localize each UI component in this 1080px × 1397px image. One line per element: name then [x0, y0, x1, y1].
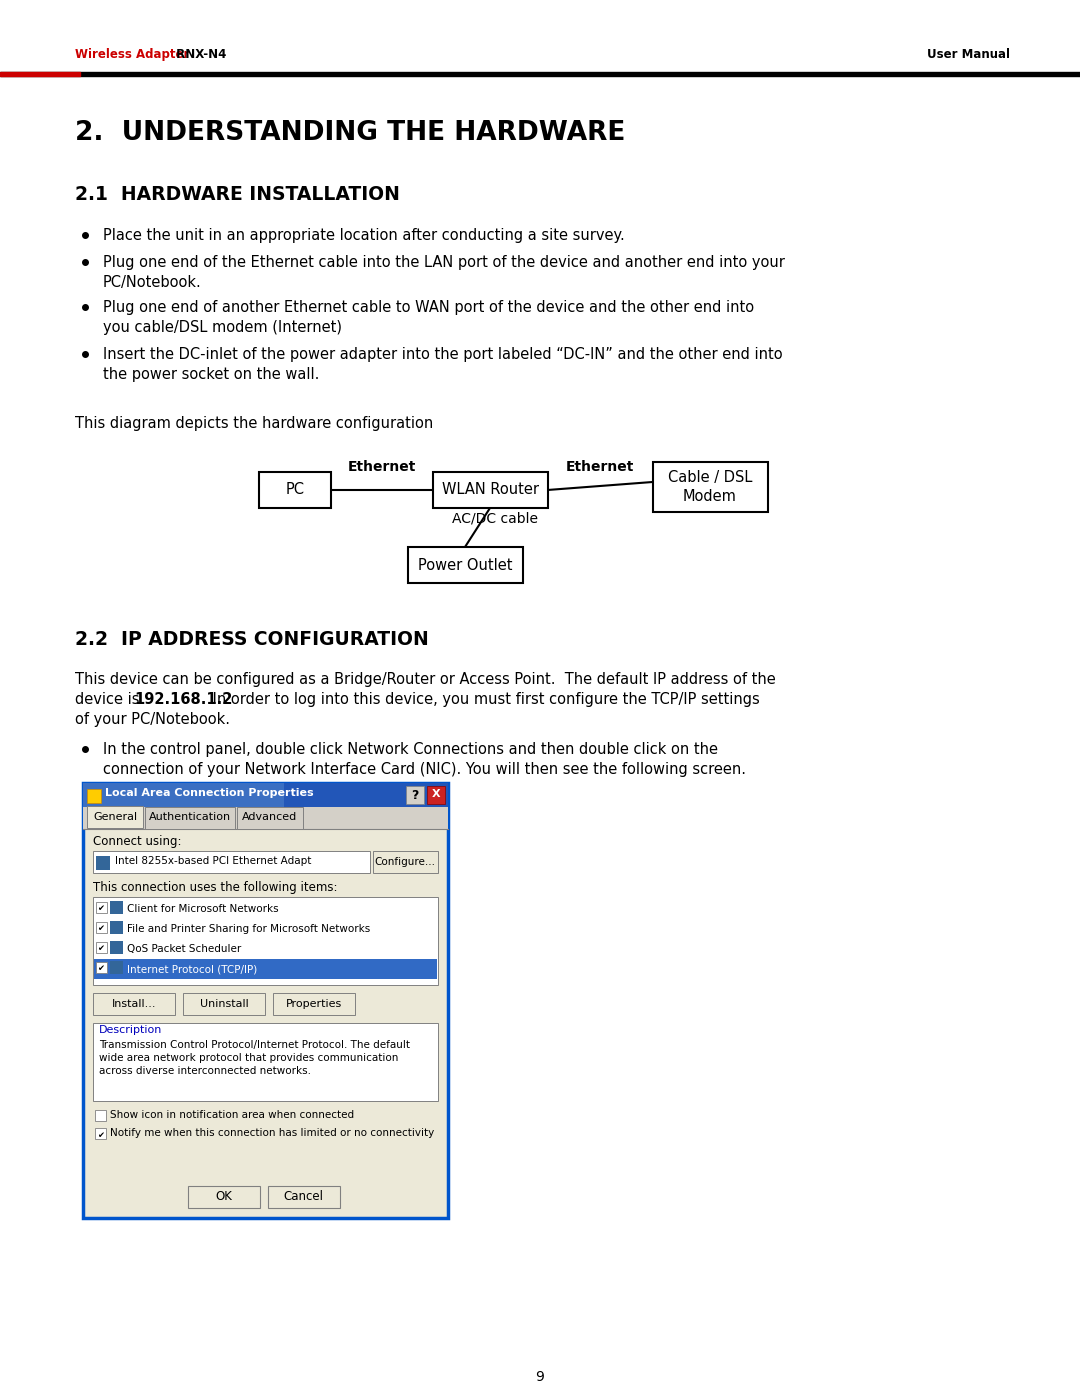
Bar	[96, 963, 107, 972]
Text: 2.  UNDERSTANDING THE HARDWARE: 2. UNDERSTANDING THE HARDWARE	[75, 120, 625, 147]
Text: WLAN Router: WLAN Router	[442, 482, 539, 497]
Text: Properties: Properties	[286, 999, 342, 1009]
Text: Install...: Install...	[111, 999, 157, 1009]
Text: Cable / DSL
Modem: Cable / DSL Modem	[667, 471, 752, 504]
Text: Place the unit in an appropriate location after conducting a site survey.: Place the unit in an appropriate locatio…	[103, 228, 624, 243]
Bar	[188, 1186, 259, 1208]
Bar	[110, 921, 123, 935]
Text: ✔: ✔	[97, 964, 105, 972]
Text: ✔: ✔	[97, 1132, 104, 1140]
Text: PC: PC	[285, 482, 305, 497]
Bar	[183, 993, 265, 1016]
Bar	[432, 472, 548, 509]
Text: of your PC/Notebook.: of your PC/Notebook.	[75, 712, 230, 726]
Bar	[83, 807, 448, 828]
Bar	[652, 462, 768, 511]
Text: Plug one end of the Ethernet cable into the LAN port of the device and another e: Plug one end of the Ethernet cable into …	[103, 256, 785, 289]
Text: 192.168.1.2: 192.168.1.2	[134, 692, 232, 707]
Bar	[94, 958, 437, 979]
Text: General: General	[93, 812, 137, 821]
Text: Show icon in notification area when connected: Show icon in notification area when conn…	[110, 1111, 354, 1120]
Text: Uninstall: Uninstall	[200, 999, 248, 1009]
Text: OK: OK	[215, 1190, 232, 1203]
Text: Advanced: Advanced	[242, 812, 298, 821]
Text: This device can be configured as a Bridge/Router or Access Point.  The default I: This device can be configured as a Bridg…	[75, 672, 775, 687]
Text: RNX-N4: RNX-N4	[172, 47, 227, 61]
Text: device is: device is	[75, 692, 144, 707]
Bar	[94, 939, 437, 958]
Text: This diagram depicts the hardware configuration: This diagram depicts the hardware config…	[75, 416, 433, 432]
Bar	[94, 900, 437, 919]
Bar	[0, 73, 80, 75]
Text: 2.1  HARDWARE INSTALLATION: 2.1 HARDWARE INSTALLATION	[75, 184, 400, 204]
Text: AC/DC cable: AC/DC cable	[453, 511, 538, 525]
Text: Plug one end of another Ethernet cable to WAN port of the device and the other e: Plug one end of another Ethernet cable t…	[103, 300, 754, 335]
Bar	[237, 807, 303, 828]
Text: Local Area Connection Properties: Local Area Connection Properties	[105, 788, 313, 798]
Bar	[427, 787, 445, 805]
Text: Transmission Control Protocol/Internet Protocol. The default
wide area network p: Transmission Control Protocol/Internet P…	[99, 1039, 410, 1077]
Bar	[110, 961, 123, 974]
Text: ✔: ✔	[97, 923, 105, 933]
Bar	[268, 1186, 339, 1208]
Bar	[87, 789, 102, 803]
Text: ✔: ✔	[97, 904, 105, 912]
Text: Authentication: Authentication	[149, 812, 231, 821]
Bar	[83, 782, 284, 807]
Bar	[273, 993, 355, 1016]
Text: ✔: ✔	[97, 943, 105, 953]
Text: Connect using:: Connect using:	[93, 835, 181, 848]
Bar	[83, 782, 448, 807]
Bar	[110, 901, 123, 914]
Text: X: X	[432, 789, 441, 799]
Text: 2.2  IP ADDRESS CONFIGURATION: 2.2 IP ADDRESS CONFIGURATION	[75, 630, 429, 650]
Bar	[110, 942, 123, 954]
Bar	[83, 782, 448, 1218]
Text: Cancel: Cancel	[283, 1190, 324, 1203]
Text: File and Printer Sharing for Microsoft Networks: File and Printer Sharing for Microsoft N…	[127, 923, 370, 935]
Text: In the control panel, double click Network Connections and then double click on : In the control panel, double click Netwo…	[103, 742, 718, 757]
Text: QoS Packet Scheduler: QoS Packet Scheduler	[127, 944, 241, 954]
Bar	[96, 856, 110, 870]
Text: Configure...: Configure...	[375, 856, 435, 868]
Bar	[87, 806, 143, 828]
Bar	[93, 993, 175, 1016]
Text: Ethernet: Ethernet	[566, 460, 634, 474]
Bar	[93, 1023, 438, 1101]
Bar	[0, 73, 1080, 75]
Bar	[373, 851, 438, 873]
Bar	[93, 897, 438, 985]
Text: connection of your Network Interface Card (NIC). You will then see the following: connection of your Network Interface Car…	[103, 761, 746, 777]
Bar	[95, 1127, 106, 1139]
Text: This connection uses the following items:: This connection uses the following items…	[93, 882, 337, 894]
Bar	[94, 919, 437, 939]
Bar	[145, 807, 235, 828]
Text: Internet Protocol (TCP/IP): Internet Protocol (TCP/IP)	[127, 964, 257, 974]
Text: Description: Description	[99, 1025, 162, 1035]
Text: Ethernet: Ethernet	[348, 460, 416, 474]
Text: Insert the DC-inlet of the power adapter into the port labeled “DC-IN” and the o: Insert the DC-inlet of the power adapter…	[103, 346, 783, 381]
Bar	[407, 548, 523, 583]
Text: Wireless Adapter: Wireless Adapter	[75, 47, 189, 61]
Bar	[93, 851, 370, 873]
Bar	[406, 787, 424, 805]
Bar	[96, 902, 107, 914]
Text: ?: ?	[411, 789, 419, 802]
Text: In order to log into this device, you must first configure the TCP/IP settings: In order to log into this device, you mu…	[208, 692, 759, 707]
Text: User Manual: User Manual	[927, 47, 1010, 61]
Bar	[95, 1111, 106, 1120]
Bar	[96, 942, 107, 953]
Text: 9: 9	[536, 1370, 544, 1384]
Text: Intel 8255x-based PCI Ethernet Adapt: Intel 8255x-based PCI Ethernet Adapt	[114, 856, 311, 866]
Text: Power Outlet: Power Outlet	[418, 557, 512, 573]
Text: Notify me when this connection has limited or no connectivity: Notify me when this connection has limit…	[110, 1127, 434, 1139]
Text: Client for Microsoft Networks: Client for Microsoft Networks	[127, 904, 279, 914]
Bar	[259, 472, 330, 509]
Bar	[96, 922, 107, 933]
